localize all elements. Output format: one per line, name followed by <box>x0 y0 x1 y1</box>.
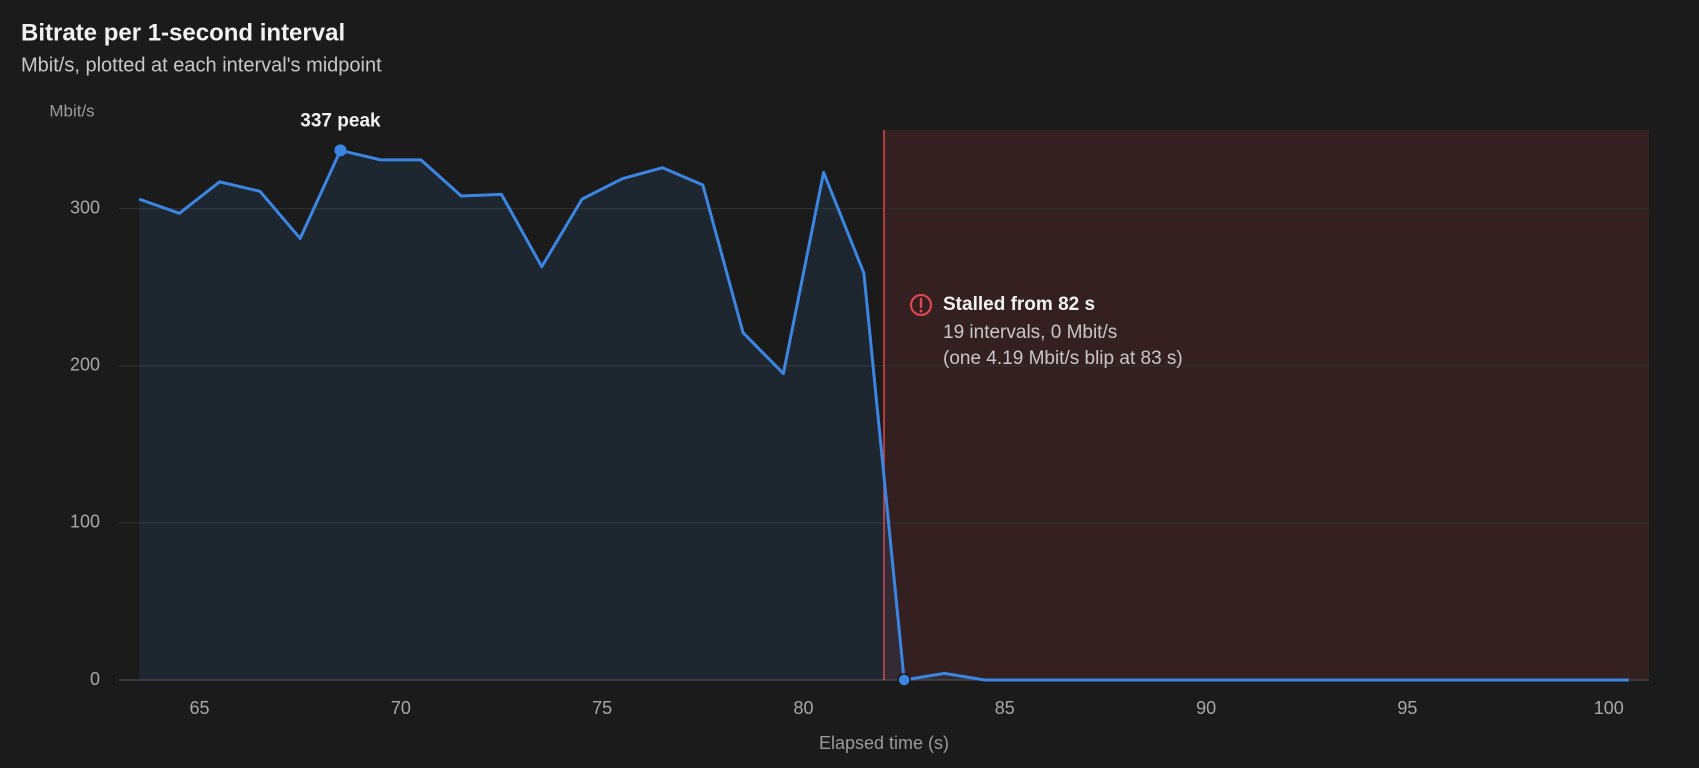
chart-subtitle: Mbit/s, plotted at each interval's midpo… <box>21 54 382 76</box>
chart-title: Bitrate per 1-second interval <box>21 19 345 46</box>
area-fill <box>139 150 1629 680</box>
x-axis-label: Elapsed time (s) <box>819 733 949 753</box>
x-tick-label: 75 <box>592 698 612 718</box>
stall-dot <box>897 673 911 687</box>
x-tick-label: 100 <box>1594 698 1624 718</box>
y-tick-label: 200 <box>70 354 100 374</box>
stall-note: 19 intervals, 0 Mbit/s <box>943 322 1117 343</box>
y-tick-label: 100 <box>70 512 100 532</box>
y-axis-label: Mbit/s <box>49 101 94 120</box>
line <box>138 148 1629 682</box>
x-tick-label: 80 <box>793 698 813 718</box>
y-tick-label: 300 <box>70 197 100 217</box>
peak-dot <box>334 144 347 157</box>
x-tick-label: 90 <box>1196 698 1216 718</box>
x-tick-label: 70 <box>391 698 411 718</box>
stall-region <box>884 130 1649 680</box>
warning-icon <box>909 293 933 317</box>
peak-label: 337 peak <box>300 110 381 131</box>
warning-icon-dot <box>919 309 923 313</box>
stall-title: Stalled from 82 s <box>943 294 1095 315</box>
y-tick-label: 0 <box>90 669 100 689</box>
x-tick-label: 85 <box>995 698 1015 718</box>
stall-note: (one 4.19 Mbit/s blip at 83 s) <box>943 348 1183 369</box>
x-tick-label: 65 <box>190 698 210 718</box>
x-tick-label: 95 <box>1397 698 1417 718</box>
